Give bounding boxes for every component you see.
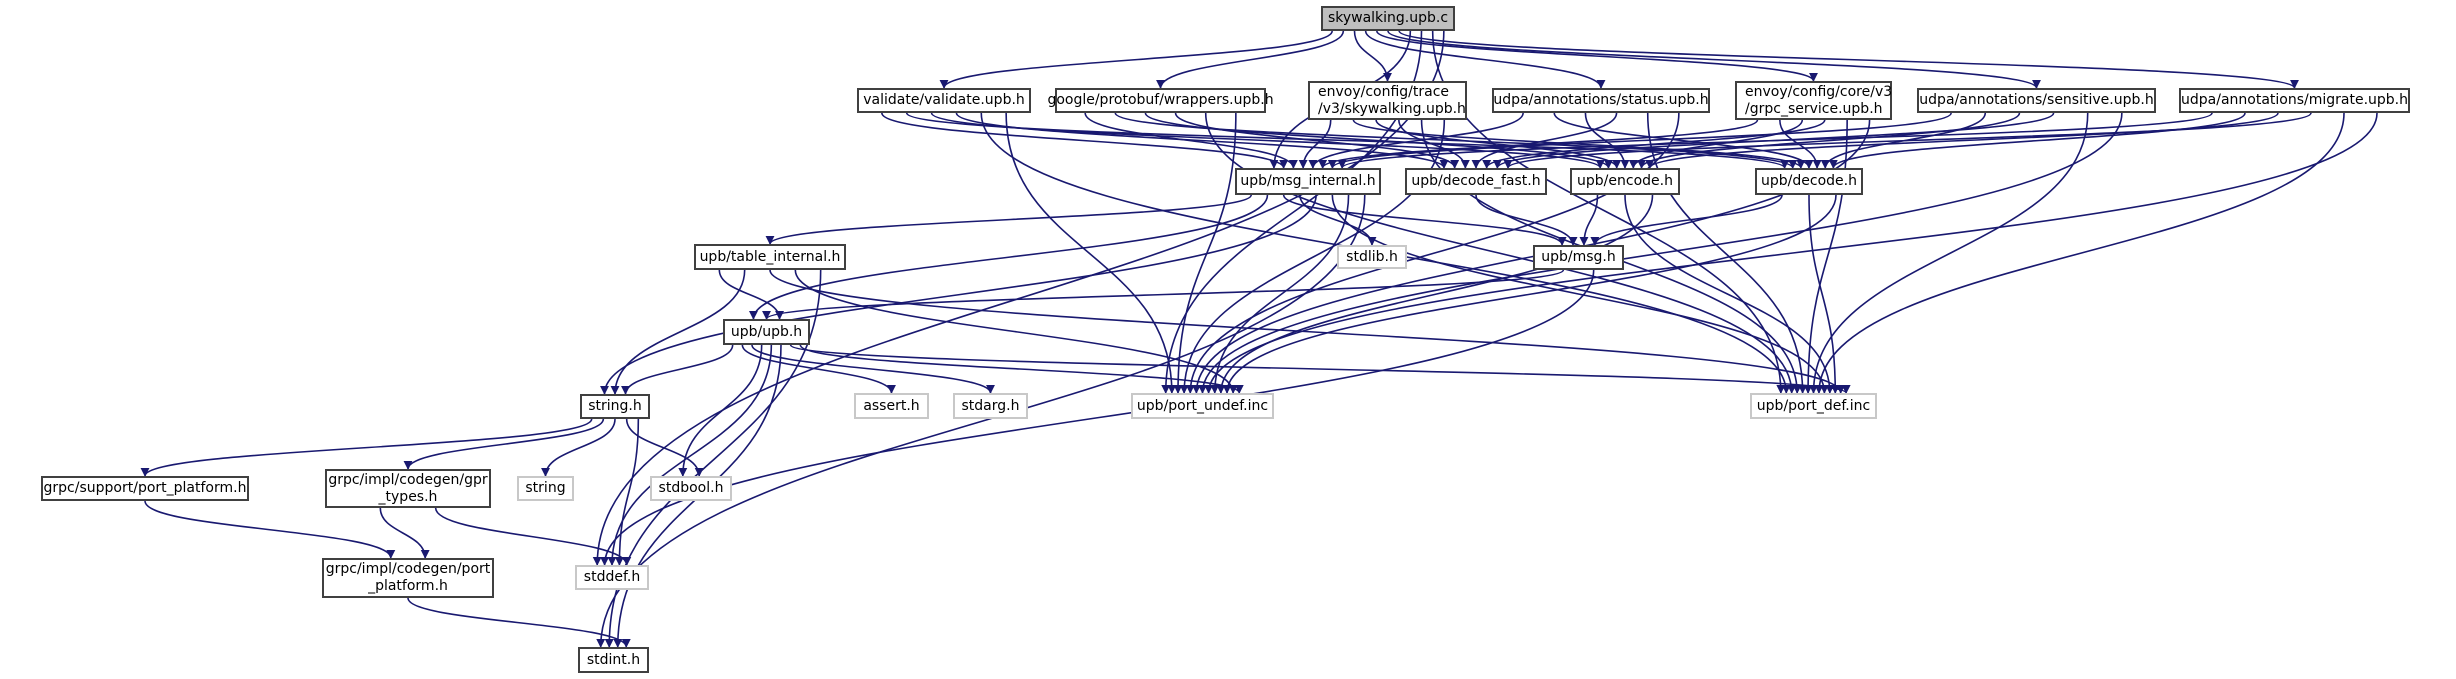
edge-validate-to-port_undef: [1005, 112, 1177, 394]
edge-sensitive-to-encode: [1637, 112, 2021, 169]
edge-string_h-to-stddef: [614, 418, 640, 566]
node-codegen-port-platform-h[interactable]: grpc/impl/codegen/port _platform.h: [322, 558, 494, 598]
edge-root-to-validate: [939, 30, 1333, 89]
edge-msg-to-stddef: [600, 269, 1595, 566]
edge-table_internal-to-port_def: [769, 269, 1846, 394]
edge-decode-to-port_undef: [1222, 194, 1837, 394]
edge-migrate-to-msg_internal: [1337, 112, 2213, 169]
node-upb-h[interactable]: upb/upb.h: [723, 319, 810, 345]
edge-msg_internal-to-msg: [1282, 194, 1567, 246]
node-encode-h[interactable]: upb/encode.h: [1570, 168, 1680, 195]
edge-wrappers-to-decode: [1114, 112, 1798, 169]
edge-encode-to-port_undef: [1216, 194, 1654, 394]
node-decode-fast-h[interactable]: upb/decode_fast.h: [1405, 168, 1547, 195]
edge-msg_internal-to-stdint: [596, 194, 1366, 648]
edge-wrappers-to-msg_internal: [1084, 112, 1298, 169]
edge-grpc_service-to-msg_internal: [1318, 119, 1759, 169]
edge-upb-to-stdbool: [678, 344, 763, 477]
edge-string_h-to-string: [541, 418, 616, 477]
edge-gpr_types-to-codegen_port: [379, 507, 430, 559]
edge-status-to-decode: [1553, 112, 1814, 169]
edge-decode_fast-to-msg: [1475, 194, 1578, 246]
edge-sensitive-to-msg_internal: [1328, 112, 1952, 169]
edge-trace-to-msg_internal: [1298, 119, 1332, 169]
edge-msg_internal-to-upb: [749, 194, 1269, 320]
edge-wrappers-to-decode_fast: [1174, 112, 1460, 169]
node-sensitive-upb-h[interactable]: udpa/annotations/sensitive.upb.h: [1917, 88, 2156, 113]
edge-migrate-to-port_undef: [1204, 112, 2378, 394]
node-decode-h[interactable]: upb/decode.h: [1755, 168, 1863, 195]
edge-trace-to-decode_fast: [1398, 119, 1470, 169]
edge-root-to-status: [1364, 30, 1606, 89]
edge-migrate-to-decode_fast: [1503, 112, 2312, 169]
edge-validate-to-decode: [905, 112, 1789, 169]
edge-msg_internal-to-string_h: [600, 194, 1317, 395]
node-skywalking-upb-c[interactable]: skywalking.upb.c: [1321, 6, 1455, 31]
edge-msg_internal-to-port_def: [1331, 194, 1829, 394]
node-gpr-types-h[interactable]: grpc/impl/codegen/gpr _types.h: [325, 469, 491, 508]
edge-validate-to-encode: [930, 112, 1605, 169]
edge-msg_internal-to-port_undef: [1210, 194, 1350, 394]
node-msg-internal-h[interactable]: upb/msg_internal.h: [1235, 168, 1381, 195]
edge-root-to-grpc_service: [1376, 30, 1818, 82]
edge-validate-to-msg_internal: [881, 112, 1289, 169]
edge-upb-to-stddef: [607, 344, 773, 566]
node-wrappers-upb-h[interactable]: google/protobuf/wrappers.upb.h: [1047, 88, 1274, 113]
node-validate-upb-h[interactable]: validate/validate.upb.h: [857, 88, 1031, 113]
edge-string_h-to-grpc_support: [140, 418, 593, 477]
edge-root-to-sensitive: [1387, 30, 2041, 89]
edge-wrappers-to-encode: [1144, 112, 1613, 169]
node-stdarg-h: stdarg.h: [953, 393, 1028, 419]
edge-sensitive-to-port_undef: [1198, 112, 2123, 394]
node-stdbool-h: stdbool.h: [650, 476, 732, 501]
node-grpc-service-upb-h[interactable]: envoy/config/core/v3 /grpc_service.upb.h: [1735, 81, 1892, 120]
edge-root-to-migrate: [1398, 30, 2299, 89]
edge-string_h-to-stdbool: [625, 418, 704, 477]
edge-upb-to-port_undef: [799, 344, 1244, 394]
edge-upb-to-assert: [741, 344, 896, 394]
node-port-undef-inc: upb/port_undef.inc: [1131, 393, 1274, 419]
node-migrate-upb-h[interactable]: udpa/annotations/migrate.upb.h: [2179, 88, 2410, 113]
edge-table_internal-to-upb: [718, 269, 785, 320]
edge-migrate-to-port_def: [1814, 112, 2345, 394]
edge-trace-to-encode: [1375, 119, 1622, 169]
edge-msg-to-upb: [762, 269, 1565, 320]
edge-status-to-msg_internal: [1308, 112, 1524, 169]
edge-decode-to-msg: [1590, 194, 1783, 246]
node-port-def-inc: upb/port_def.inc: [1750, 393, 1877, 419]
edge-wrappers-to-port_def: [1204, 112, 1797, 394]
edge-table_internal-to-string_h: [610, 269, 746, 395]
edge-upb-to-string_h: [621, 344, 734, 395]
node-stdint-h[interactable]: stdint.h: [578, 647, 649, 673]
node-stddef-h: stddef.h: [575, 565, 649, 590]
edge-grpc_support-to-codegen_port: [144, 500, 396, 559]
edge-msg_internal-to-table_internal: [765, 194, 1253, 245]
edge-migrate-to-encode: [1645, 112, 2279, 169]
edge-migrate-to-decode: [1828, 112, 2246, 169]
edge-encode-to-port_def: [1624, 194, 1835, 394]
node-string-h[interactable]: string.h: [580, 394, 650, 419]
edge-upb-to-port_def: [789, 344, 1851, 394]
edge-codegen_port-to-stdint: [407, 597, 631, 648]
node-status-upb-h[interactable]: udpa/annotations/status.upb.h: [1492, 88, 1710, 113]
node-grpc-support-port-platform-h[interactable]: grpc/support/port_platform.h: [41, 476, 249, 501]
edge-gpr_types-to-stddef: [434, 507, 632, 566]
edge-sensitive-to-port_def: [1809, 112, 2089, 394]
edge-upb-to-stdarg: [751, 344, 995, 394]
node-msg-h[interactable]: upb/msg.h: [1533, 245, 1624, 270]
edge-root-to-stddef: [592, 30, 1445, 566]
edge-encode-to-msg: [1579, 194, 1599, 246]
node-assert-h: assert.h: [854, 393, 929, 419]
edge-table_internal-to-port_undef: [794, 269, 1238, 394]
node-stdlib-h: stdlib.h: [1337, 245, 1407, 269]
node-trace-skywalking-upb-h[interactable]: envoy/config/trace /v3/skywalking.upb.h: [1308, 81, 1467, 120]
edge-root-to-wrappers: [1156, 30, 1345, 89]
edge-status-to-decode_fast: [1471, 112, 1618, 169]
edge-string_h-to-gpr_types: [403, 418, 605, 470]
node-table-internal-h[interactable]: upb/table_internal.h: [694, 244, 846, 270]
node-string: string: [517, 476, 574, 501]
